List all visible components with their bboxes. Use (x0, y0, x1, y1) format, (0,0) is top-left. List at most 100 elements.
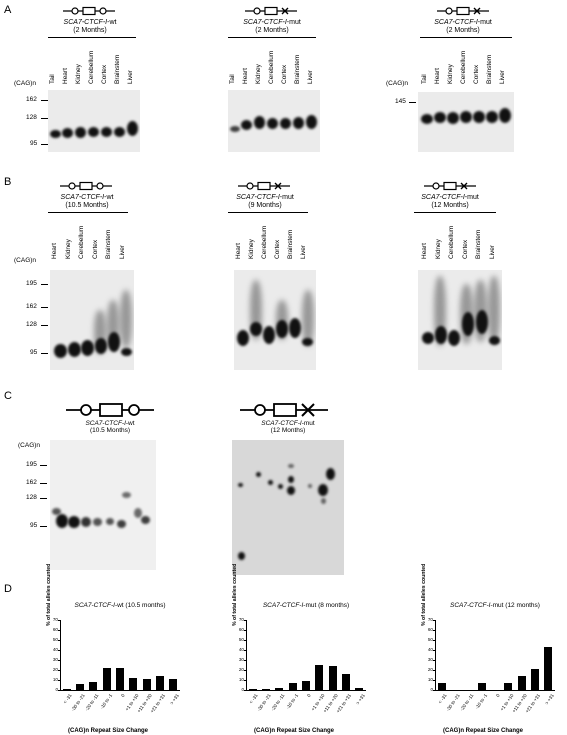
panel-label-c: C (4, 390, 12, 402)
lane-labels-a2: Tail Heart Kidney Cerebellum Cortex Brainstem… (228, 40, 318, 84)
panel-label-d: D (4, 583, 12, 595)
lane-labels-b3: Heart Kidney Cerebellum Cortex Brainstem Live… (420, 215, 500, 259)
gel-title-a1: SCA7-CTCF-I-wt (2 Months) (63, 19, 117, 34)
bar (490, 690, 500, 691)
lane-label: Kidney (434, 239, 442, 259)
y-tick-label: 60 (238, 627, 244, 632)
chart-title: SCA7-CTCF-I-mut (8 months) (262, 602, 350, 609)
y-tick (244, 640, 246, 641)
y-tick (433, 640, 435, 641)
bar (102, 668, 111, 690)
bar (437, 683, 446, 690)
construct-wt-diagram-a1 (63, 6, 115, 16)
y-tick-label: 0 (430, 687, 433, 692)
y-tick-label: 0 (55, 687, 58, 692)
title-underline-b3 (414, 212, 496, 213)
tick-95-b (41, 353, 48, 354)
lane-label: Heart (434, 68, 441, 84)
bar (248, 689, 257, 690)
tick-145-a (409, 102, 416, 103)
lane-label: Kidney (75, 64, 82, 84)
bar (301, 681, 311, 690)
bar (477, 683, 486, 690)
y-tick-label: 50 (427, 637, 433, 642)
lane-label: Heart (62, 68, 69, 84)
y-tick-label: 40 (238, 647, 244, 652)
y-tick-label: 20 (238, 667, 244, 672)
y-tick-label: 70 (427, 617, 433, 622)
lane-labels-b1: Heart Kidney Cerebellum Cortex Brainstem Live… (50, 215, 130, 259)
lane-label: Cerebellum (78, 225, 85, 259)
bar (129, 678, 138, 690)
lane-label: Cortex (281, 64, 288, 84)
tick-128-c (40, 498, 47, 499)
lane-label: Cerebellum (268, 50, 275, 84)
lane-label: Liver (307, 69, 314, 84)
y-tick-label: 60 (427, 627, 433, 632)
x-axis (246, 690, 366, 691)
y-tick (58, 630, 60, 631)
marker-195-c: 195 (26, 461, 37, 468)
y-tick-label: 20 (427, 667, 433, 672)
gel-image-b1 (50, 270, 134, 370)
marker-195-b: 195 (26, 280, 37, 287)
bar (341, 674, 351, 690)
x-axis-label: (CAG)n Repeat Size Change (68, 728, 149, 734)
y-tick-label: 60 (52, 627, 58, 632)
bar (464, 690, 473, 691)
bar (288, 683, 297, 690)
gel-title-b2: SCA7-CTCF-I-mut (9 Months) (236, 194, 294, 209)
lane-label: Heart (51, 243, 58, 259)
lane-labels-b2: Heart Kidney Cerebellum Cortex Brainstem Live… (234, 215, 314, 259)
lane-label: Cerebellum (261, 225, 268, 259)
gel-title-c1: SCA7-CTCF-I-wt (10.5 Months) (85, 420, 135, 434)
bar (504, 683, 513, 690)
lane-label: Cortex (91, 239, 99, 259)
marker-128-a: 128 (26, 114, 37, 121)
tick-162-b (41, 307, 48, 308)
lane-label: Kidney (64, 239, 72, 259)
construct-mut-diagram-b3 (424, 181, 476, 191)
y-axis (435, 620, 436, 690)
marker-128-c: 128 (26, 494, 37, 501)
y-tick (433, 650, 435, 651)
x-tick-label: -10 to -1 (284, 693, 299, 710)
lane-label: Tail (229, 74, 236, 84)
x-tick-label: 0 (306, 693, 313, 698)
x-tick-label: -20 to -11 (84, 693, 100, 712)
title-underline-a1 (48, 37, 136, 38)
tick-162-a (41, 100, 48, 101)
x-tick-label: -20 to -11 (459, 693, 475, 712)
y-tick-label: 40 (427, 647, 433, 652)
y-tick-label: 70 (52, 617, 58, 622)
y-tick (433, 690, 435, 691)
y-tick (433, 620, 435, 621)
bar (75, 684, 85, 690)
bar (275, 688, 284, 690)
lane-label: Brainstem (486, 54, 493, 84)
construct-mut-diagram-a3 (437, 6, 489, 16)
lane-label: Brainstem (287, 229, 294, 259)
y-tick (244, 630, 246, 631)
gel-title-c2: SCA7-CTCF-I-mut (12 Months) (261, 420, 315, 434)
lane-label: Liver (499, 69, 506, 84)
y-axis (60, 620, 61, 690)
lane-label: Kidney (255, 64, 262, 84)
y-axis-label: % of total alleles counted (421, 563, 427, 626)
y-tick (58, 620, 60, 621)
marker-162-b: 162 (26, 303, 37, 310)
x-tick-label: < -31 (437, 693, 448, 705)
marker-162-a: 162 (26, 96, 37, 103)
lane-label: Cerebellum (460, 50, 467, 84)
y-axis-title-b: (CAG)n (14, 257, 37, 264)
chart-title: SCA7-CTCF-I-mut (12 months) (450, 602, 540, 609)
y-axis (246, 620, 247, 690)
construct-wt-diagram-c1 (66, 403, 154, 417)
y-axis-title-c: (CAG)n (18, 442, 41, 449)
lane-label: Heart (421, 243, 428, 259)
lane-label: Liver (127, 69, 134, 84)
lane-label: Liver (118, 244, 126, 259)
lane-label: Heart (235, 243, 242, 259)
x-tick-label: 0 (120, 693, 127, 698)
y-tick (58, 690, 60, 691)
